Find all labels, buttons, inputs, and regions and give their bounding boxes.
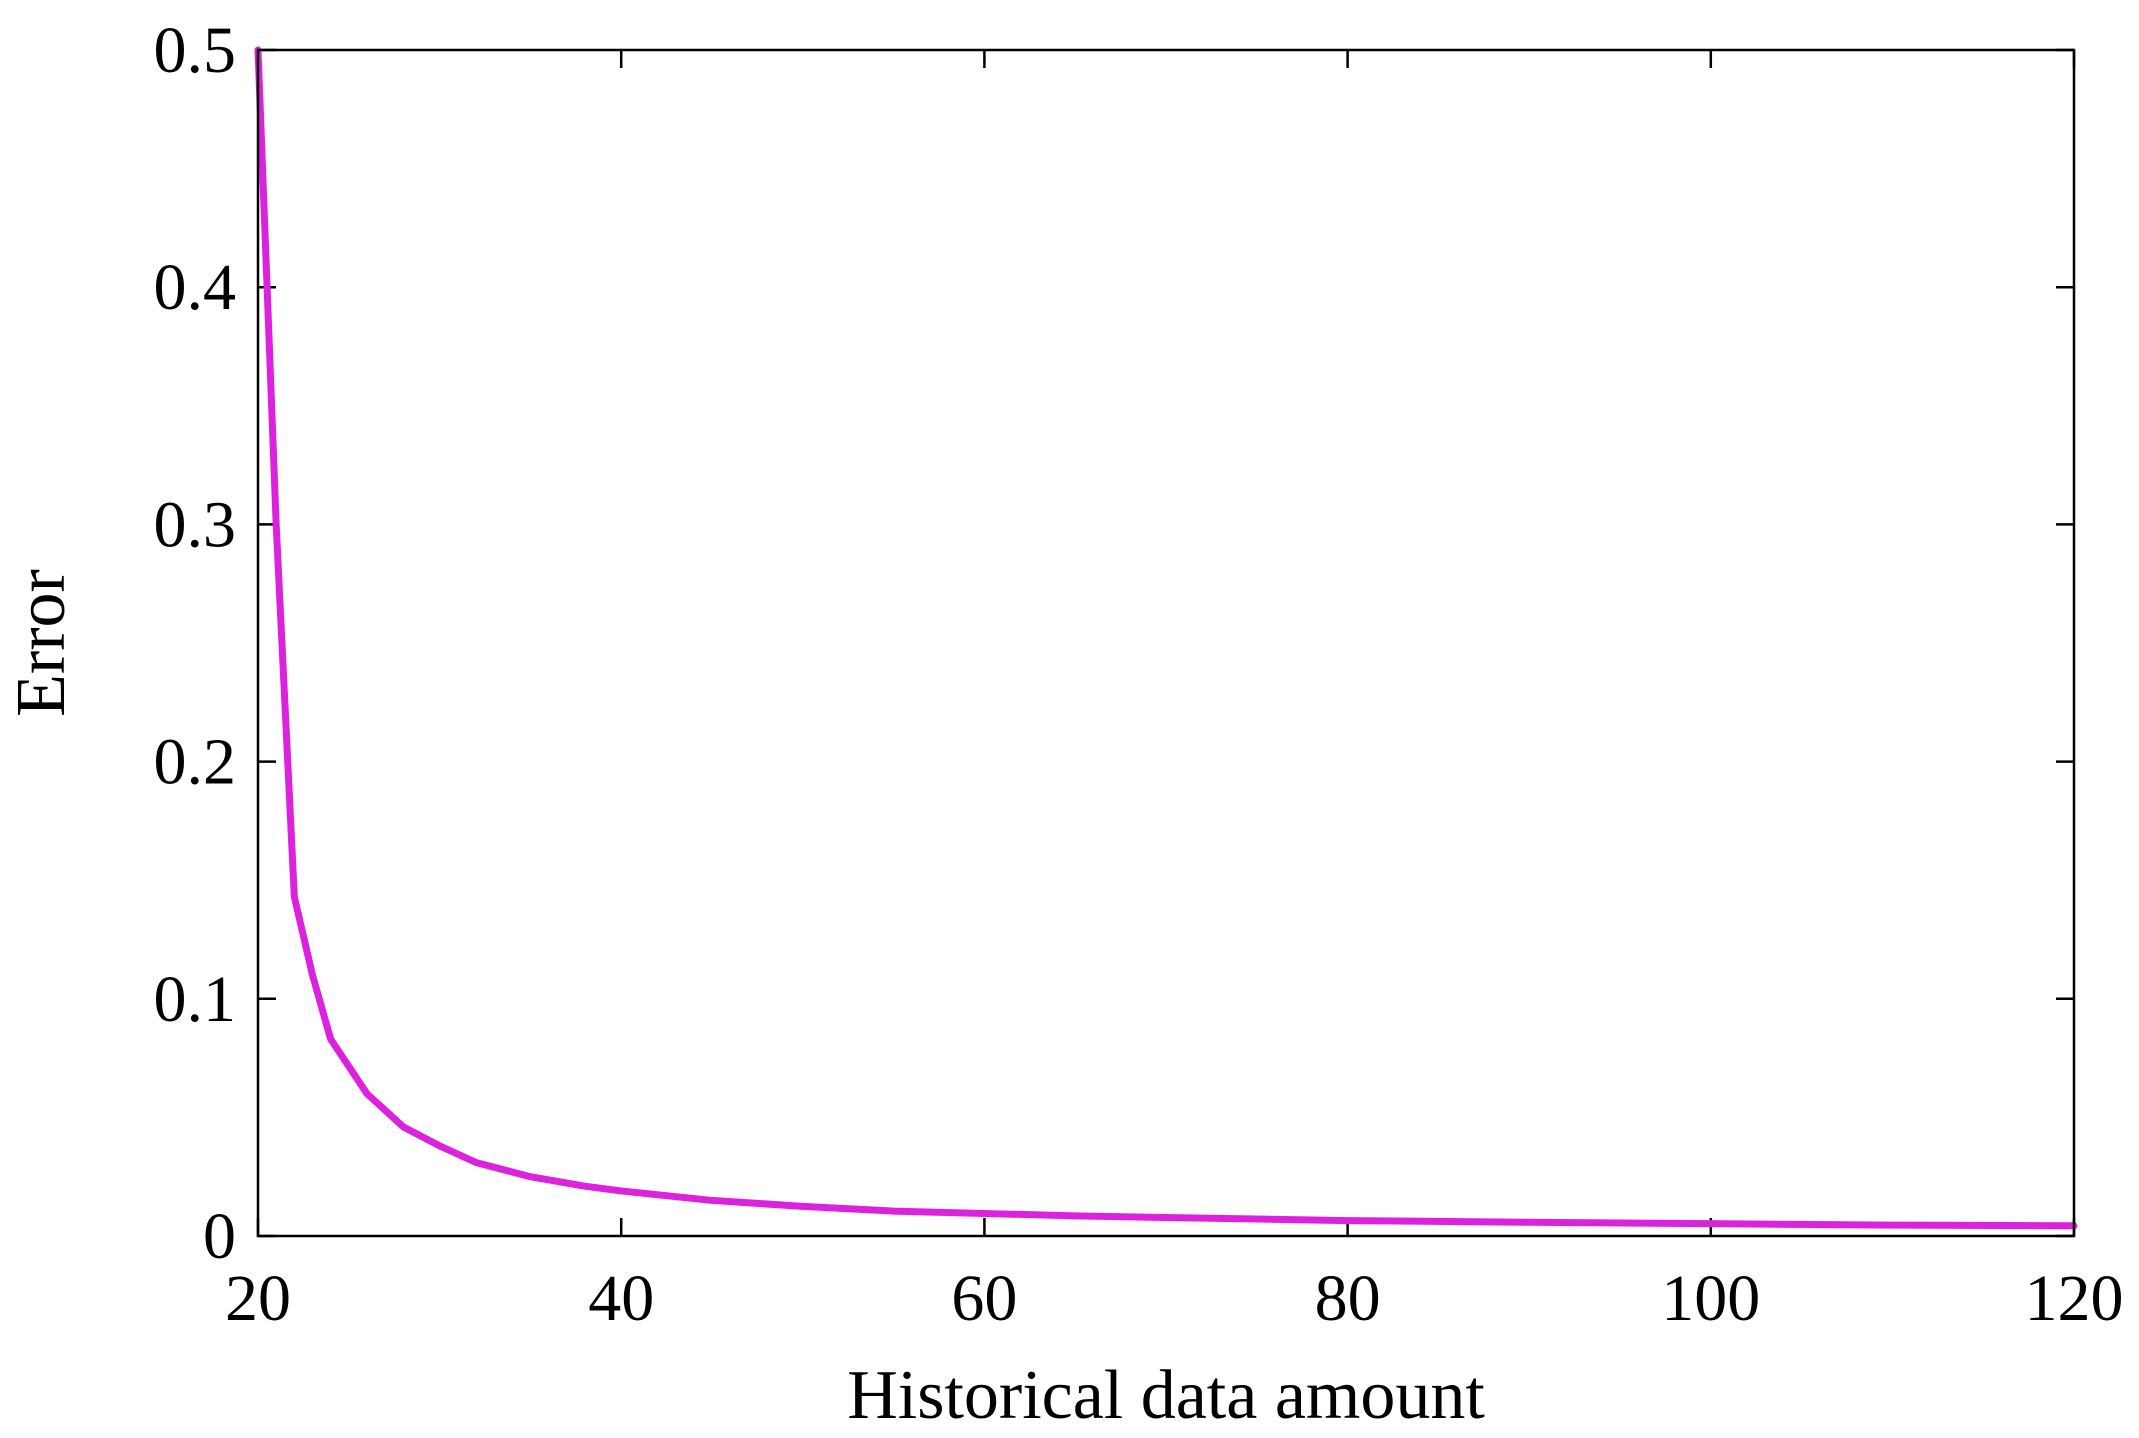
y-tick-label: 0.2 bbox=[154, 726, 237, 799]
y-axis-title: Error bbox=[3, 569, 80, 717]
y-tick-labels: 0 0.1 0.2 0.3 0.4 0.5 bbox=[154, 14, 237, 1273]
x-tick-labels: 20 40 60 80 100 120 bbox=[225, 1262, 2124, 1335]
x-tick-label: 80 bbox=[1315, 1262, 1381, 1335]
y-tick-label: 0.3 bbox=[154, 488, 237, 561]
x-tick-label: 120 bbox=[2025, 1262, 2124, 1335]
plot-area-frame bbox=[256, 48, 2076, 1238]
y-tick-label: 0 bbox=[203, 1200, 236, 1273]
x-tick-label: 60 bbox=[951, 1262, 1017, 1335]
y-tick-label: 0.4 bbox=[154, 251, 237, 324]
x-tick-label: 20 bbox=[225, 1262, 291, 1335]
x-axis-title: Historical data amount bbox=[847, 1357, 1485, 1434]
series-layer bbox=[254, 46, 2078, 1230]
series-line bbox=[254, 46, 2078, 1230]
x-tick-label: 40 bbox=[588, 1262, 654, 1335]
x-tick-label: 100 bbox=[1661, 1262, 1760, 1335]
y-tick-label: 0.5 bbox=[154, 14, 237, 87]
y-tick-label: 0.1 bbox=[154, 963, 237, 1036]
